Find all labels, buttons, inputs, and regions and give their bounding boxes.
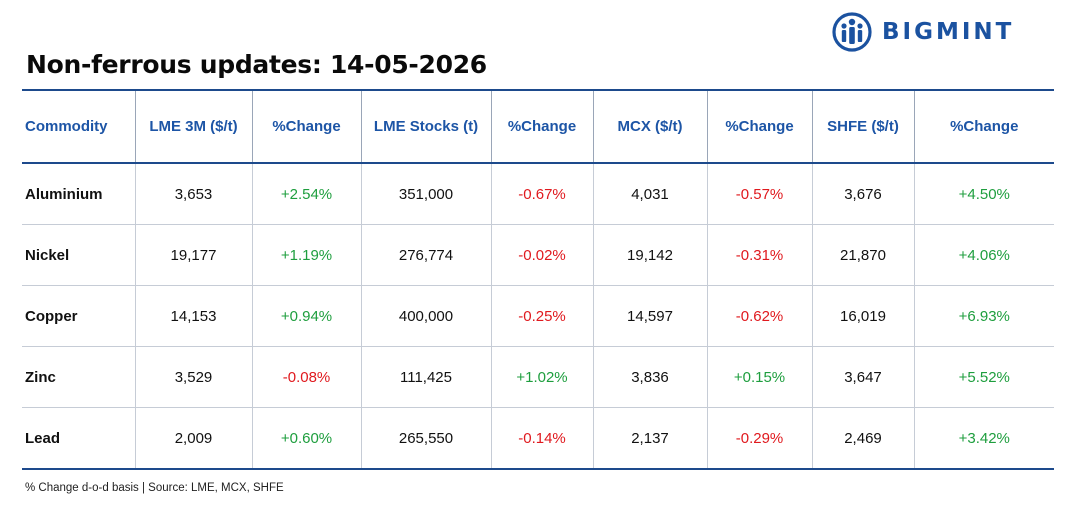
cell-lme-stocks: 276,774 xyxy=(361,224,492,286)
brand-name: BIGMINT xyxy=(882,19,1015,45)
cell-lme-3m: 19,177 xyxy=(135,224,253,286)
cell-lme-stocks-change: -0.25% xyxy=(491,285,594,347)
cell-mcx-change: -0.29% xyxy=(707,407,813,469)
cell-commodity: Nickel xyxy=(22,224,136,286)
cell-lme-stocks-change: -0.14% xyxy=(491,407,594,469)
cell-lme-stocks: 351,000 xyxy=(361,163,492,225)
cell-shfe: 21,870 xyxy=(812,224,915,286)
cell-shfe: 16,019 xyxy=(812,285,915,347)
table-row: Lead 2,009 +0.60% 265,550 -0.14% 2,137 -0.29% 2… xyxy=(22,407,1054,469)
footnote: % Change d-o-d basis | Source: LME, MCX,… xyxy=(25,482,284,494)
cell-lme-stocks: 265,550 xyxy=(361,407,492,469)
cell-commodity: Aluminium xyxy=(22,163,136,225)
cell-shfe: 3,676 xyxy=(812,163,915,225)
table-row: Zinc 3,529 -0.08% 111,425 +1.02% 3,836 +0.15% 3… xyxy=(22,346,1054,408)
cell-mcx: 2,137 xyxy=(593,407,708,469)
cell-mcx: 3,836 xyxy=(593,346,708,408)
cell-lme-3m-change: -0.08% xyxy=(252,346,362,408)
col-header-lme-3m-change: %Change xyxy=(252,90,362,164)
table-row: Copper 14,153 +0.94% 400,000 -0.25% 14,597 -0.… xyxy=(22,285,1054,347)
cell-shfe-change: +5.52% xyxy=(914,346,1054,408)
col-header-commodity: Commodity xyxy=(22,90,136,164)
table-row: Nickel 19,177 +1.19% 276,774 -0.02% 19,142 -0.… xyxy=(22,224,1054,286)
cell-mcx: 19,142 xyxy=(593,224,708,286)
cell-mcx-change: -0.57% xyxy=(707,163,813,225)
cell-commodity: Copper xyxy=(22,285,136,347)
table-row: Aluminium 3,653 +2.54% 351,000 -0.67% 4,031 -0… xyxy=(22,163,1054,225)
cell-lme-3m-change: +2.54% xyxy=(252,163,362,225)
col-header-shfe-change: %Change xyxy=(914,90,1054,164)
col-header-mcx-change: %Change xyxy=(707,90,813,164)
cell-lme-3m-change: +1.19% xyxy=(252,224,362,286)
cell-commodity: Lead xyxy=(22,407,136,469)
cell-lme-stocks: 111,425 xyxy=(361,346,492,408)
cell-lme-3m-change: +0.94% xyxy=(252,285,362,347)
page-title: Non-ferrous updates: 14-05-2026 xyxy=(26,50,487,79)
cell-shfe: 3,647 xyxy=(812,346,915,408)
bigmint-logo-icon xyxy=(832,12,872,52)
table-body: Aluminium 3,653 +2.54% 351,000 -0.67% 4,031 -0… xyxy=(22,163,1054,469)
cell-shfe-change: +3.42% xyxy=(958,429,1010,447)
cell-mcx: 14,597 xyxy=(593,285,708,347)
brand-logo: BIGMINT xyxy=(832,10,1014,54)
cell-lme-3m: 3,653 xyxy=(135,163,253,225)
table-header-row: Commodity LME 3M ($/t) %Change LME Stock… xyxy=(22,90,1054,164)
cell-mcx-change: -0.62% xyxy=(707,285,813,347)
col-header-mcx: MCX ($/t) xyxy=(593,90,708,164)
cell-shfe-change: +4.50% xyxy=(914,163,1054,225)
cell-mcx-change: +0.15% xyxy=(707,346,813,408)
cell-lme-stocks-change: -0.67% xyxy=(491,163,594,225)
cell-mcx-change: -0.31% xyxy=(707,224,813,286)
cell-shfe-change: +6.93% xyxy=(914,285,1054,347)
cell-lme-3m-change: +0.60% xyxy=(252,407,362,469)
col-header-lme-stocks: LME Stocks (t) xyxy=(361,90,492,164)
cell-lme-3m: 14,153 xyxy=(135,285,253,347)
cell-lme-stocks-change: -0.02% xyxy=(491,224,594,286)
cell-lme-stocks: 400,000 xyxy=(361,285,492,347)
cell-commodity: Zinc xyxy=(22,346,136,408)
col-header-shfe: SHFE ($/t) xyxy=(812,90,915,164)
cell-shfe-change: +4.06% xyxy=(914,224,1054,286)
col-header-lme-3m: LME 3M ($/t) xyxy=(135,90,253,164)
col-header-lme-stocks-change: %Change xyxy=(491,90,594,164)
cell-mcx: 4,031 xyxy=(593,163,708,225)
cell-lme-3m: 3,529 xyxy=(135,346,253,408)
cell-lme-stocks-change: +1.02% xyxy=(491,346,594,408)
cell-shfe: 2,469 xyxy=(812,407,915,469)
commodity-table: Commodity LME 3M ($/t) %Change LME Stock… xyxy=(22,89,1054,470)
cell-lme-3m: 2,009 xyxy=(135,407,253,469)
